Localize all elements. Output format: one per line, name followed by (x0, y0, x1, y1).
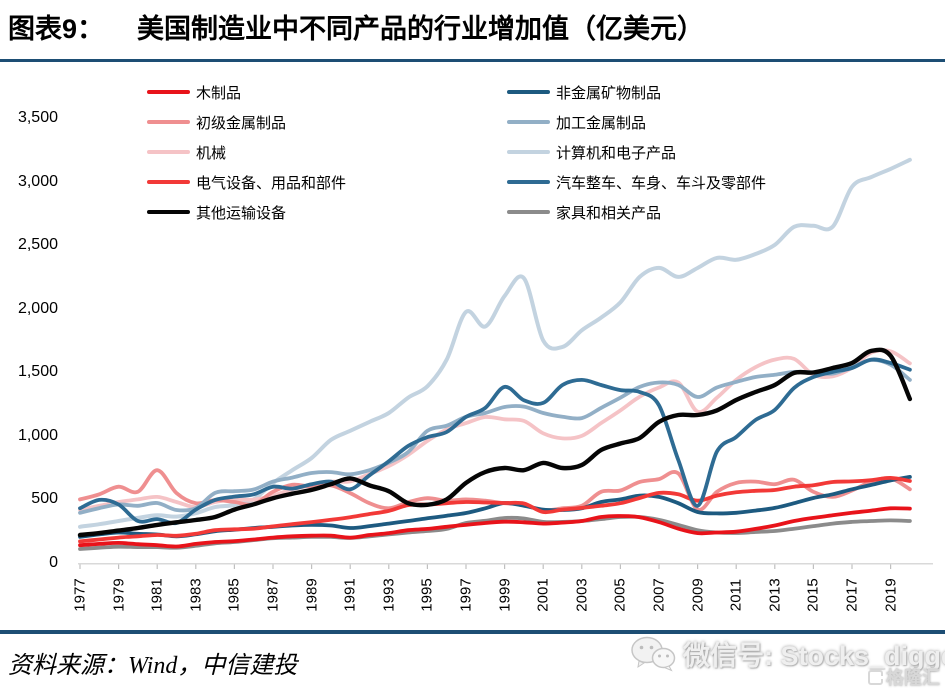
legend-item-nonmetallic-minerals: 非金属矿物制品 (507, 77, 766, 107)
legend-item-machinery: 机械 (147, 137, 346, 167)
y-tick-label: 3,500 (17, 109, 58, 126)
x-tick-label: 1981 (148, 578, 166, 612)
y-tick-label: 0 (49, 554, 58, 571)
line-wood-products (78, 506, 912, 549)
legend-item-primary-metals: 初级金属制品 (147, 107, 346, 137)
page-title: 图表9： 美国制造业中不同产品的行业增加值（亿美元） (8, 7, 704, 46)
x-tick-label: 2001 (534, 578, 552, 612)
legend-item-computer-electronics: 计算机和电子产品 (507, 137, 766, 167)
legend-swatch-computer-electronics (507, 149, 550, 155)
legend-item-wood-products: 木制品 (147, 77, 346, 107)
gelonghui-text: 格隆汇 (886, 668, 940, 688)
legend-label: 机械 (196, 144, 227, 162)
x-tick-label: 2007 (650, 578, 668, 612)
chart-title: 美国制造业中不同产品的行业增加值（亿美元） (137, 14, 705, 44)
x-tick-label: 1977 (71, 578, 89, 612)
x-tick-label: 1993 (380, 578, 398, 612)
wechat-watermark: 微信号: Stocks_digger (630, 634, 945, 673)
x-tick-label: 2005 (611, 578, 629, 612)
y-tick-label: 1,500 (17, 363, 58, 381)
legend-swatch-motor-vehicles (507, 179, 550, 185)
legend-column-left: 木制品初级金属制品 机械电气设备、用品和部件 其他运输设备 (147, 77, 346, 227)
data-source-note: 资料来源：Wind，中信建投 (8, 653, 298, 679)
line-electrical-equipment (78, 475, 912, 544)
line-fabricated-metals (78, 358, 912, 515)
legend-label: 电气设备、用品和部件 (196, 174, 347, 192)
y-tick-label: 2,500 (17, 236, 58, 254)
x-tick-label: 1987 (264, 578, 282, 612)
x-tick-label: 2011 (727, 578, 745, 612)
title-divider (0, 59, 945, 62)
legend-label: 其他运输设备 (196, 204, 287, 222)
gelonghui-logo: 格隆汇 (868, 664, 940, 690)
x-tick-label: 1995 (418, 578, 436, 612)
legend-item-furniture: 家具和相关产品 (507, 197, 766, 227)
x-tick-label: 2009 (689, 578, 707, 612)
y-tick-label: 3,000 (17, 172, 58, 190)
x-tick-label: 2015 (804, 578, 822, 612)
figure-label: 图表9： (8, 14, 105, 44)
legend-item-other-transport-equipment: 其他运输设备 (147, 197, 346, 227)
legend-item-fabricated-metals: 加工金属制品 (507, 107, 766, 137)
legend-swatch-electrical-equipment (147, 179, 190, 185)
y-tick-label: 500 (31, 490, 58, 508)
legend-column-right: 非金属矿物制品 加工金属制品计算机和电子产品汽车整车、车身、车斗及零部件 家具和相关… (507, 77, 766, 227)
legend-label: 初级金属制品 (196, 114, 287, 132)
wechat-label: 微信号: Stocks_digger (683, 641, 945, 671)
legend-swatch-primary-metals (147, 119, 190, 125)
x-tick-label: 1989 (303, 578, 321, 612)
legend-item-electrical-equipment: 电气设备、用品和部件 (147, 167, 346, 197)
line-computer-electronics (78, 157, 912, 529)
gelonghui-icon (868, 669, 884, 685)
legend-label: 非金属矿物制品 (556, 84, 662, 102)
y-tick-label: 2,000 (17, 299, 58, 317)
legend-label: 加工金属制品 (556, 114, 647, 132)
footer-divider (0, 630, 945, 634)
legend-label: 木制品 (196, 84, 242, 102)
legend-swatch-furniture (507, 209, 550, 215)
legend-label: 计算机和电子产品 (556, 144, 677, 162)
x-tick-label: 1983 (187, 578, 205, 612)
legend-label: 家具和相关产品 (556, 204, 662, 222)
x-tick-label: 2019 (882, 578, 900, 612)
legend-swatch-other-transport-equipment (147, 209, 190, 215)
x-tick-label: 2003 (573, 578, 591, 612)
legend-swatch-fabricated-metals (507, 119, 550, 125)
x-tick-label: 2017 (843, 578, 861, 612)
legend-swatch-wood-products (147, 89, 190, 95)
legend-label: 汽车整车、车身、车斗及零部件 (556, 174, 767, 192)
x-tick-label: 1985 (225, 578, 243, 612)
x-tick-label: 1979 (110, 578, 128, 612)
legend-swatch-nonmetallic-minerals (507, 89, 550, 95)
line-motor-vehicles (78, 357, 912, 526)
legend-item-motor-vehicles: 汽车整车、车身、车斗及零部件 (507, 167, 766, 197)
legend-swatch-machinery (147, 149, 190, 155)
wechat-icon (631, 636, 676, 672)
x-tick-label: 1997 (457, 578, 475, 612)
line-other-transport-equipment (77, 347, 913, 538)
x-tick-label: 1991 (341, 578, 359, 612)
x-tick-label: 1999 (496, 578, 514, 612)
x-tick-label: 2013 (766, 578, 784, 612)
y-tick-label: 1,000 (17, 426, 58, 444)
